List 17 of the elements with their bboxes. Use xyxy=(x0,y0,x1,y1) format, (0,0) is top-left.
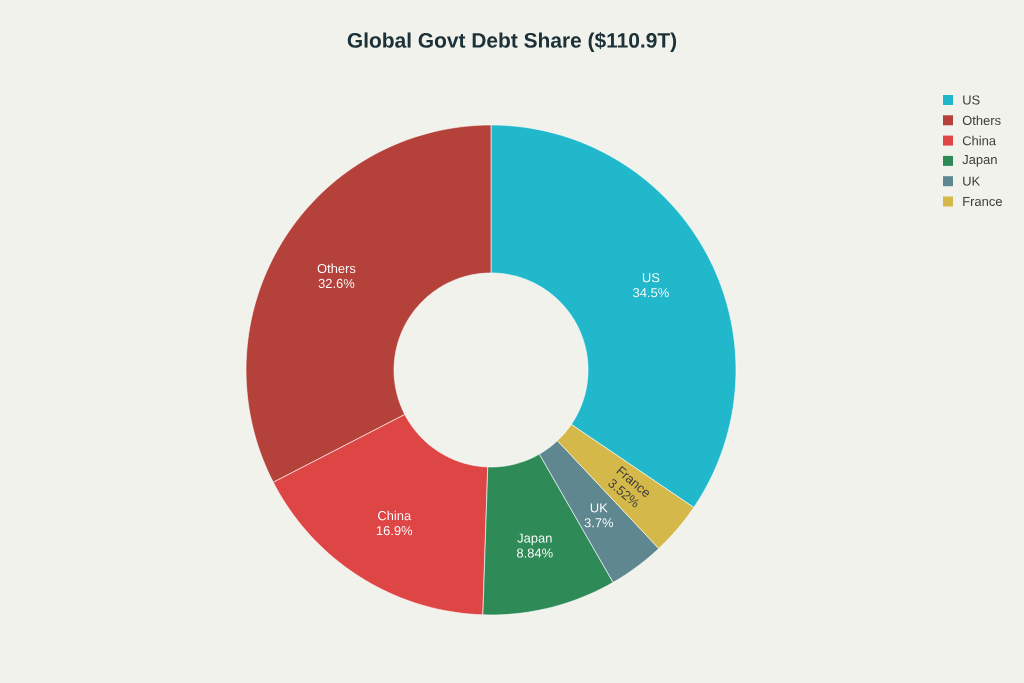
data-label: 16.9% xyxy=(376,526,413,536)
legend-label: China xyxy=(962,135,997,146)
legend-label: France xyxy=(963,196,1002,206)
slice-label: China xyxy=(378,510,412,521)
data-label: 8.84% xyxy=(516,548,553,558)
data-label: 34.5% xyxy=(633,288,669,298)
chart-title: Global Govt Debt Share ($110.9T) xyxy=(347,32,677,52)
data-label: 32.6% xyxy=(318,278,355,289)
data-label: 3.7% xyxy=(584,518,614,528)
slice-label: Others xyxy=(317,263,356,274)
legend-label: Japan xyxy=(962,155,997,167)
legend-label: US xyxy=(963,95,980,105)
slice-label: UK xyxy=(590,503,608,513)
legend-label: UK xyxy=(963,176,981,186)
legend-label: Others xyxy=(962,115,1001,126)
slice-label: US xyxy=(642,273,660,283)
slice-label: Japan xyxy=(517,533,552,546)
